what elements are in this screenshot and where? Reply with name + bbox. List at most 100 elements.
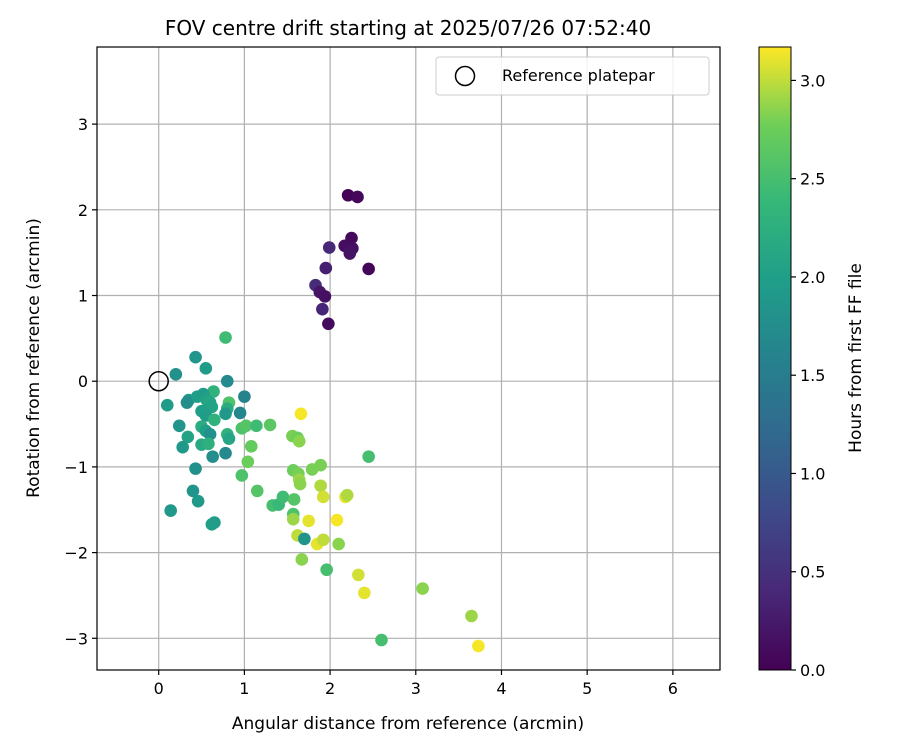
data-point [314,479,327,493]
data-point [330,513,344,527]
data-point [244,440,258,453]
data-point [362,262,375,276]
data-point [295,553,309,566]
data-point [189,350,202,364]
legend: Reference platepar [435,56,710,96]
data-point [219,331,232,344]
data-point [207,385,220,398]
data-point [180,396,194,409]
x-axis-label: Angular distance from reference (arcmin) [232,714,584,734]
data-point [172,419,186,433]
colorbar-ticks: 0.0 0.5 1.0 1.5 2.0 2.5 3.0 [791,71,825,680]
colorbar-label: Hours from first FF file [846,263,866,453]
y-tick-label: 3 [78,115,88,134]
colorbar-tick-label: 1.0 [800,464,825,483]
data-point [250,484,264,498]
data-point [343,247,357,260]
x-tick-label: 4 [496,679,506,698]
data-point [206,450,219,463]
x-axis-ticks: 0 1 2 3 4 5 6 [154,670,678,698]
data-point [318,290,332,303]
data-point [316,533,330,547]
legend-label: Reference platepar [502,66,655,85]
x-tick-label: 6 [668,679,678,698]
data-point [220,374,234,388]
data-points [160,188,485,653]
data-point [238,390,251,403]
data-point [250,419,263,433]
colorbar [758,46,792,671]
legend-box [435,56,710,96]
data-point [472,639,485,653]
data-point [287,493,301,506]
data-point [189,462,202,475]
chart-title: FOV centre drift starting at 2025/07/26 … [165,16,651,40]
data-point [319,261,333,275]
data-point [294,407,308,421]
data-point [181,430,195,444]
data-point [222,432,236,445]
data-point [219,407,232,421]
data-point [316,302,329,316]
data-point [164,504,177,517]
data-point [160,398,174,412]
colorbar-tick-label: 0.0 [800,661,825,680]
data-point [219,446,232,460]
data-point [298,532,311,546]
colorbar-tick-label: 3.0 [800,71,825,90]
data-point [203,428,217,441]
y-axis-ticks: −3 −2 −1 0 1 2 3 [64,115,97,648]
data-point [362,450,375,463]
data-point [191,494,205,508]
data-point [202,437,215,451]
x-tick-label: 5 [582,679,592,698]
data-point [351,190,364,204]
data-point [375,633,388,647]
plot-frame [96,46,721,671]
data-point [208,413,221,427]
x-tick-label: 0 [154,679,164,698]
data-point [322,317,335,331]
data-point [176,440,189,454]
data-point [341,188,355,202]
legend-marker [454,65,476,87]
data-point [316,490,330,504]
data-point [263,418,277,432]
y-tick-label: 2 [78,201,88,220]
data-point [358,586,371,600]
data-point [239,419,253,433]
data-point [332,537,345,551]
y-tick-label: −1 [64,458,88,477]
x-tick-label: 1 [239,679,249,698]
x-tick-label: 3 [411,679,421,698]
y-tick-label: −2 [64,544,88,563]
y-tick-label: 1 [78,287,88,306]
data-point [340,488,354,502]
data-point [320,563,333,577]
data-point [416,582,429,595]
colorbar-tick-label: 2.0 [800,268,825,287]
data-point [292,434,306,448]
data-point [286,512,300,526]
colorbar-tick-label: 1.5 [800,366,825,385]
data-point [186,484,200,498]
data-point [322,241,336,254]
data-point [233,406,247,420]
data-point [199,362,213,375]
colorbar-tick-label: 0.5 [800,563,825,582]
x-tick-label: 2 [325,679,335,698]
data-point [208,516,221,529]
data-point [293,477,307,491]
reference-point-marker [148,370,169,392]
y-tick-label: 0 [78,372,88,391]
grid-lines [97,47,720,670]
colorbar-tick-label: 2.5 [800,170,825,189]
y-axis-label: Rotation from reference (arcmin) [24,218,44,498]
data-point [302,514,315,528]
data-point [352,568,365,582]
data-point [465,609,478,623]
data-point [276,490,290,504]
data-point [241,455,255,469]
y-tick-label: −3 [64,629,88,648]
